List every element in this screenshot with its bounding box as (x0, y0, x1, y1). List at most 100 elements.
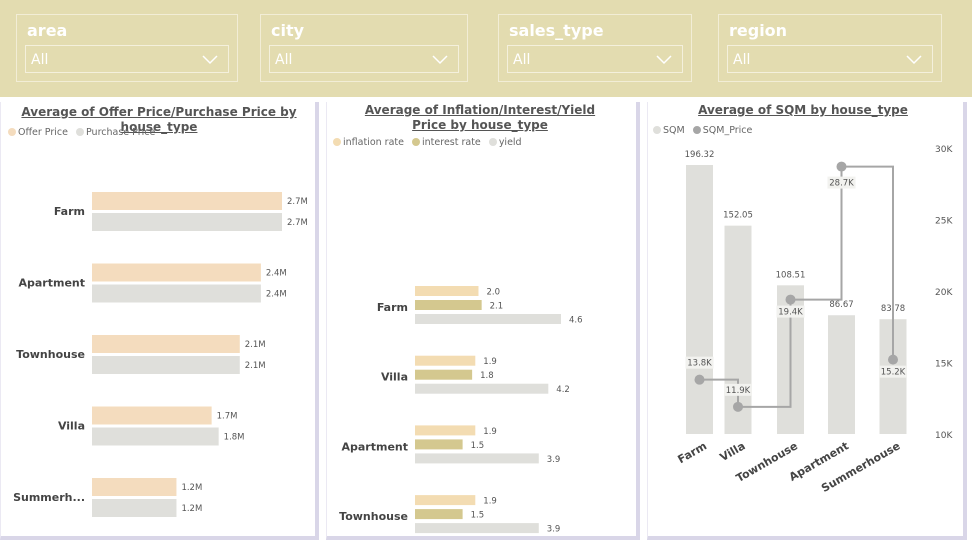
bar (92, 356, 240, 374)
slicer-dropdown[interactable]: All (269, 45, 459, 73)
category-label: Villa (58, 420, 85, 433)
rates-chart-panel: Average of Inflation/Interest/Yield Pric… (326, 102, 640, 540)
data-label: 13.8K (687, 359, 712, 369)
bar (92, 499, 177, 517)
bar (92, 284, 261, 303)
slicer-dropdown[interactable]: All (25, 45, 229, 73)
bar (828, 315, 855, 434)
slicer-title: area (27, 21, 68, 40)
slicer-sales-type[interactable]: sales_type All (498, 14, 692, 82)
bar (415, 355, 476, 366)
data-label: 11.9K (726, 386, 751, 396)
data-label: 2.1 (490, 302, 504, 312)
bar (415, 286, 479, 296)
data-label: 2.4M (266, 290, 287, 300)
legend-item[interactable]: Purchase Price (76, 127, 155, 138)
line-point (836, 161, 847, 172)
slicer-title: city (271, 21, 305, 40)
data-label: 19.4K (778, 308, 803, 318)
data-label: 3.9 (547, 525, 561, 535)
data-label: 86.67 (829, 300, 853, 310)
legend-item[interactable]: interest rate (412, 137, 481, 148)
legend-item[interactable]: SQM (653, 125, 685, 136)
legend-item[interactable]: SQM_Price (692, 125, 753, 136)
chevron-down-icon[interactable] (656, 53, 672, 65)
legend-dot-icon (412, 138, 421, 146)
data-label: 108.51 (776, 270, 806, 280)
category-label: Townhouse (16, 348, 85, 361)
offer-purchase-chart-panel: Average of Offer Price/Purchase Price by… (0, 102, 319, 540)
bar (92, 213, 282, 231)
data-label-bg (724, 383, 752, 396)
category-label: Farm (675, 439, 709, 466)
slicer-title: region (729, 21, 788, 40)
bar (415, 495, 476, 506)
chevron-down-icon[interactable] (432, 53, 448, 65)
data-label-bg (776, 305, 805, 318)
legend-label: SQM_Price (702, 125, 753, 136)
data-label: 2.0 (486, 288, 500, 298)
data-label: 2.7M (287, 197, 308, 207)
data-label: 1.9 (483, 427, 497, 437)
bar (415, 523, 539, 534)
legend-dot-icon (8, 128, 16, 136)
chart-title: Average of Inflation/Interest/Yield Pric… (364, 103, 596, 132)
category-label: Summerh... (13, 491, 85, 504)
chart-legend: Offer Price Purchase Price (8, 127, 160, 138)
data-label: 1.5 (471, 511, 485, 521)
data-label: 2.4M (266, 269, 287, 279)
legend-dot-icon (692, 126, 701, 134)
slicer-value: All (275, 52, 293, 68)
category-label: Villa (381, 371, 408, 384)
line-point (733, 401, 743, 412)
bar (415, 300, 482, 310)
chevron-down-icon[interactable] (906, 53, 922, 65)
data-label: 1.7M (217, 412, 238, 422)
data-label: 1.5 (471, 441, 485, 451)
data-label-bg (685, 356, 714, 369)
data-label: 1.9 (483, 357, 497, 367)
legend-label: yield (498, 137, 522, 148)
data-label: 2.7M (287, 218, 308, 228)
chart-title: Average of SQM by house_type (698, 103, 908, 117)
category-label: Farm (377, 301, 408, 314)
slicer-dropdown[interactable]: All (727, 45, 933, 73)
bar (92, 427, 219, 446)
data-label: 152.05 (723, 211, 753, 221)
legend-dot-icon (488, 138, 497, 146)
line-point (785, 294, 796, 305)
slicer-region[interactable]: region All (718, 14, 942, 82)
chevron-down-icon[interactable] (202, 53, 218, 65)
bar (92, 335, 240, 353)
slicer-dropdown[interactable]: All (507, 45, 683, 73)
line-point (694, 374, 705, 385)
legend-item[interactable]: inflation rate (333, 137, 404, 148)
data-label: 4.2 (556, 385, 570, 395)
data-label-bg (879, 365, 907, 378)
bar (415, 314, 561, 324)
sqm-chart-panel: Average of SQM by house_type SQM SQM_Pri… (647, 102, 967, 540)
slicer-value: All (31, 52, 49, 68)
axis-tick-label: 25K (935, 217, 953, 227)
slicer-city[interactable]: city All (260, 14, 468, 82)
sqm-combo-chart[interactable]: 30K 25K 20K 15K 10K 196.32 Farm 152.05 Villa 108.… (648, 136, 964, 536)
bar (415, 439, 463, 450)
axis-tick-label: 30K (935, 145, 953, 155)
legend-item[interactable]: yield (488, 137, 522, 148)
data-label-bg (827, 176, 856, 189)
rates-bar-chart[interactable]: Farm 2.0 2.1 4.6 Villa 1.9 1.8 4.2 Apartment 1.9 1… (327, 150, 635, 540)
legend-dot-icon (333, 138, 341, 146)
legend-item[interactable]: Offer Price (8, 127, 68, 138)
chart-legend: SQM SQM_Price (653, 125, 757, 136)
chart-legend: inflation rate interest rate yield (333, 137, 527, 148)
data-label: 2.1M (245, 340, 266, 350)
data-label: 1.8M (224, 433, 245, 443)
bar (92, 263, 261, 282)
data-label: 1.2M (181, 483, 202, 493)
slicer-area[interactable]: area All (16, 14, 238, 82)
category-label: Apartment (341, 440, 408, 453)
bar (415, 383, 549, 394)
data-label: 1.9 (483, 497, 497, 507)
data-label: 2.1M (245, 361, 266, 371)
offer-purchase-bar-chart[interactable]: Farm 2.7M 2.7M Apartment 2.4M 2.4M Townhouse 2.… (1, 140, 315, 540)
